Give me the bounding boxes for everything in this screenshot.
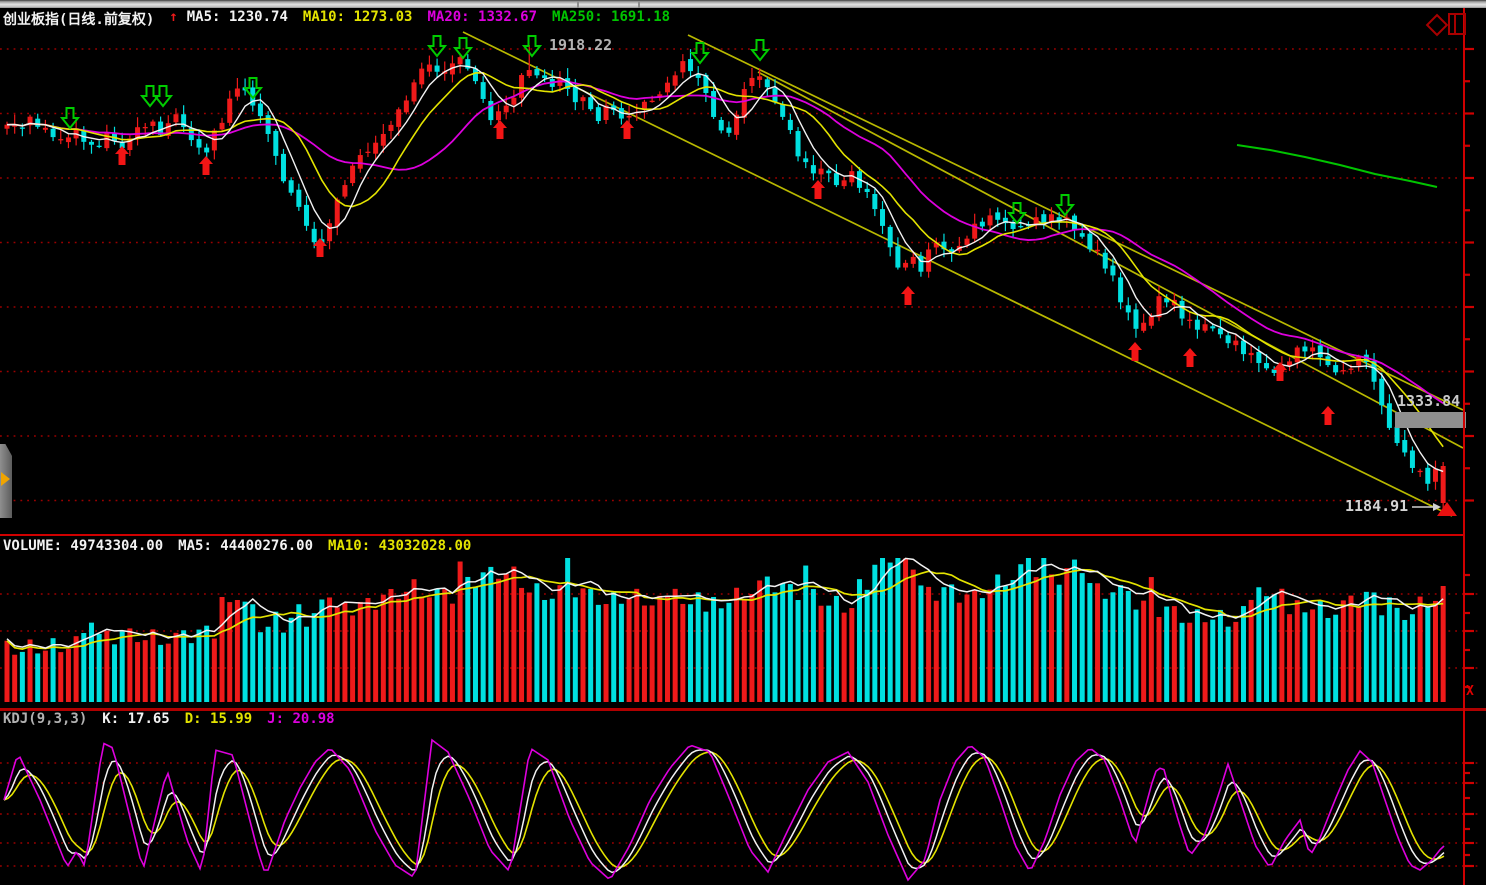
ma20-value: MA20: 1332.67 — [427, 9, 538, 25]
main-chart-header: 创业板指(日线.前复权) ↑ MA5: 1230.74 MA10: 1273.0… — [3, 9, 670, 29]
ma10-value: MA10: 1273.03 — [302, 9, 413, 25]
split-window-icon[interactable] — [1448, 13, 1466, 35]
ma5-value: MA5: 1230.74 — [186, 9, 288, 25]
sidebar-toggle-tab[interactable] — [0, 444, 12, 518]
toolbar-separator — [577, 1, 579, 8]
volume-ma10-value: MA10: 43032028.00 — [328, 538, 472, 554]
volume-ma5-value: MA5: 44400276.00 — [178, 538, 314, 554]
kdj-k-value: K: 17.65 — [102, 711, 170, 727]
kdj-j-value: J: 20.98 — [267, 711, 335, 727]
period-low-label: 1184.91 — [1345, 497, 1409, 515]
kdj-d-value: D: 15.99 — [184, 711, 253, 727]
volume-value: VOLUME: 49743304.00 — [3, 538, 164, 554]
expand-arrow-icon — [1, 472, 10, 486]
up-arrow-icon: ↑ — [169, 9, 178, 25]
axis-price-marker-label: 1333.84 — [1397, 392, 1461, 410]
kdj-indicator-name: KDJ(9,3,3) — [3, 711, 88, 727]
ma250-value: MA250: 1691.18 — [552, 9, 671, 25]
symbol-title: 创业板指(日线.前复权) — [3, 12, 155, 28]
toolbar-separator — [638, 1, 640, 8]
axis-x-marker-label: X — [1466, 684, 1474, 699]
volume-panel-header: VOLUME: 49743304.00 MA5: 44400276.00 MA1… — [3, 538, 471, 554]
window-toolbar-strip — [0, 0, 1486, 8]
period-high-label: 1918.22 — [549, 36, 613, 54]
kdj-panel-header: KDJ(9,3,3) K: 17.65 D: 15.99 J: 20.98 — [3, 711, 335, 727]
